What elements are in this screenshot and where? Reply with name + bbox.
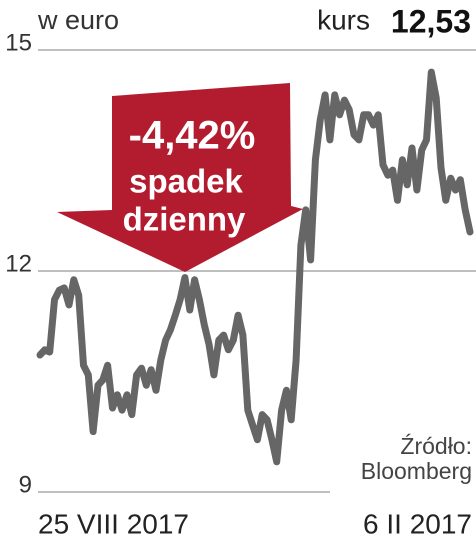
price-label: kurs <box>317 4 370 35</box>
price-value: 12,53 <box>391 3 471 39</box>
grid: 9 12 15 25 VIII 2017 6 II 2017 <box>5 29 476 539</box>
source: Źródło: <box>400 433 472 459</box>
annotation-line: spadek <box>129 163 243 200</box>
source-box <box>330 425 476 495</box>
x-tick-label: 25 VIII 2017 <box>38 508 189 539</box>
y-tick-label: 15 <box>5 29 32 56</box>
x-tick-label: 6 II 2017 <box>363 508 472 539</box>
chart-title: w euro <box>37 5 119 35</box>
annotation-line: dzienny <box>123 201 246 238</box>
y-tick-label: 9 <box>19 471 32 498</box>
decline-arrow <box>57 83 303 272</box>
source: Bloomberg <box>361 458 472 484</box>
y-tick-label: 12 <box>5 250 32 277</box>
plot <box>36 68 474 466</box>
change-label: -4,42% <box>129 114 256 158</box>
price-line <box>36 68 474 466</box>
